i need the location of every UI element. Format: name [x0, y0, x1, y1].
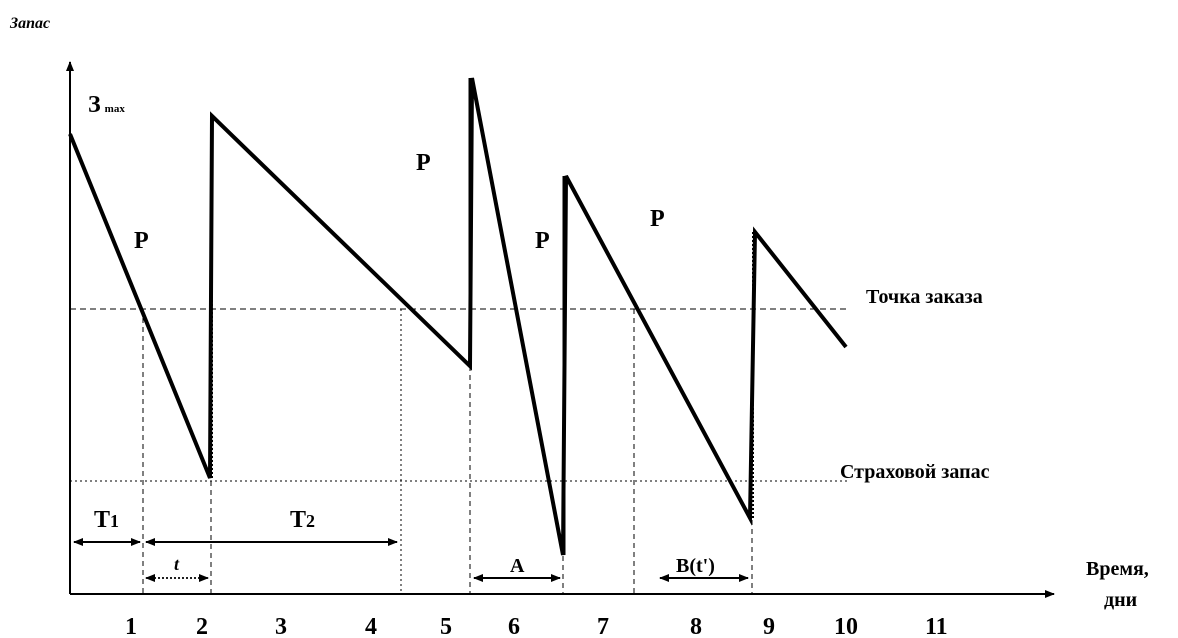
tick-4: 4: [365, 614, 377, 638]
x-axis-label-line2: дни: [1104, 589, 1137, 611]
reorder-point-label: Точка заказа: [866, 286, 983, 308]
tick-2: 2: [196, 614, 208, 638]
tick-5: 5: [440, 614, 452, 638]
tick-7: 7: [597, 614, 609, 638]
t1-label: T1: [94, 507, 119, 533]
p-label-3: P: [535, 228, 550, 254]
tick-8: 8: [690, 614, 702, 638]
safety-stock-label: Страховой запас: [840, 461, 990, 483]
t-small-label: t: [174, 554, 180, 574]
a-label: A: [510, 555, 525, 577]
x-axis-label-line1: Время,: [1086, 558, 1149, 580]
p-label-2: P: [416, 150, 431, 176]
t2-label: T2: [290, 507, 315, 533]
inventory-line: [68, 77, 848, 556]
tick-6: 6: [508, 614, 520, 638]
y-axis-label: Запас: [9, 15, 50, 32]
tick-11: 11: [925, 614, 948, 638]
b-label: B(t'): [676, 555, 715, 577]
p-label-1: P: [134, 228, 149, 254]
tick-3: 3: [275, 614, 287, 638]
p-label-4: P: [650, 206, 665, 232]
tick-1: 1: [125, 614, 137, 638]
tick-9: 9: [763, 614, 775, 638]
tick-10: 10: [834, 614, 858, 638]
